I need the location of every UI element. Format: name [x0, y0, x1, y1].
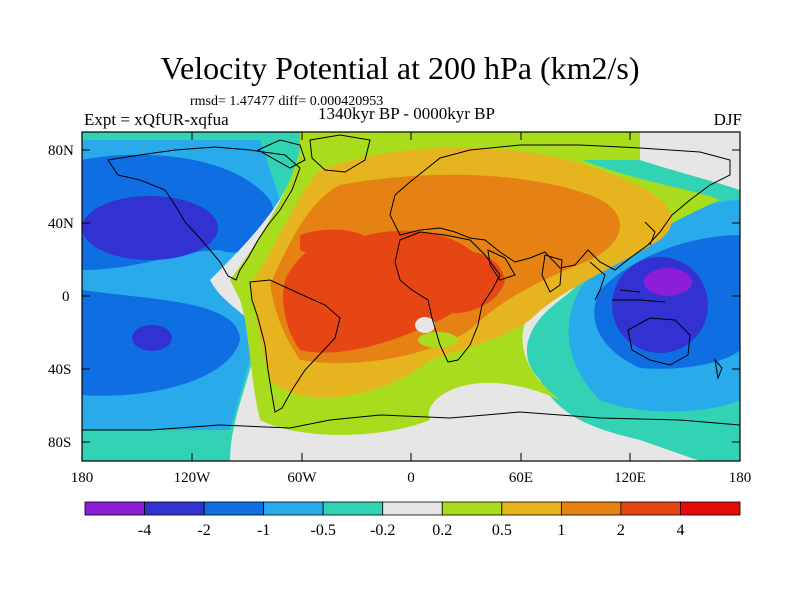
experiment-label: Expt = xQfUR-xqfua — [84, 110, 229, 129]
lat-label-40s: 40S — [48, 362, 71, 378]
colorbar-label-0: -4 — [138, 522, 151, 539]
lat-tick-labels: 80N 40N 0 40S 80S — [48, 143, 74, 451]
lon-label-120e: 120E — [614, 470, 646, 486]
colorbar-label-5: 0.2 — [432, 522, 452, 539]
period-label: 1340kyr BP - 0000kyr BP — [318, 104, 495, 123]
colorbar-swatch-0 — [84, 501, 145, 516]
colorbar-label-2: -1 — [257, 522, 270, 539]
lon-label-0: 0 — [407, 470, 415, 486]
colorbar-swatch-9 — [620, 501, 681, 516]
colorbar-swatch-8 — [560, 501, 622, 516]
velocity-potential-field — [82, 132, 740, 461]
colorbar-swatch-5 — [382, 501, 443, 516]
lat-label-80s: 80S — [48, 435, 71, 451]
colorbar-swatch-7 — [501, 501, 562, 516]
colorbar-swatch-1 — [144, 501, 205, 516]
colorbar-swatch-4 — [322, 501, 384, 516]
lon-tick-labels: 180 120W 60W 0 60E 120E 180 — [71, 470, 752, 486]
lat-label-0: 0 — [62, 289, 70, 305]
colorbar-swatch-3 — [263, 501, 324, 516]
plot-title: Velocity Potential at 200 hPa (km2/s) — [160, 50, 640, 86]
coastlines — [82, 134, 740, 431]
lat-label-40n: 40N — [48, 216, 74, 232]
colorbar-swatch-2 — [203, 501, 265, 516]
colorbar-label-3: -0.5 — [311, 522, 336, 539]
lon-label-120w: 120W — [174, 470, 212, 486]
colorbar-label-4: -0.2 — [370, 522, 395, 539]
colorbar-label-7: 1 — [557, 522, 565, 539]
colorbar-label-9: 4 — [676, 522, 684, 539]
stats-line: rmsd= 1.47477 diff= 0.000420953 — [190, 94, 384, 109]
colorbar-label-6: 0.5 — [492, 522, 512, 539]
lon-label-60e: 60E — [509, 470, 533, 486]
season-label: DJF — [713, 110, 742, 129]
lon-label-180e: 180 — [729, 470, 752, 486]
colorbar-swatch-6 — [441, 501, 503, 516]
lon-label-60w: 60W — [287, 470, 317, 486]
lat-label-80n: 80N — [48, 143, 74, 159]
colorbar-label-1: -2 — [197, 522, 210, 539]
colorbar-label-8: 2 — [617, 522, 625, 539]
colorbar: -4 -2 -1 -0.5 -0.2 0.2 0.5 1 2 4 — [84, 501, 741, 539]
colorbar-swatch-10 — [680, 501, 741, 516]
lon-label-180w: 180 — [71, 470, 94, 486]
axis-ticks — [82, 132, 740, 461]
